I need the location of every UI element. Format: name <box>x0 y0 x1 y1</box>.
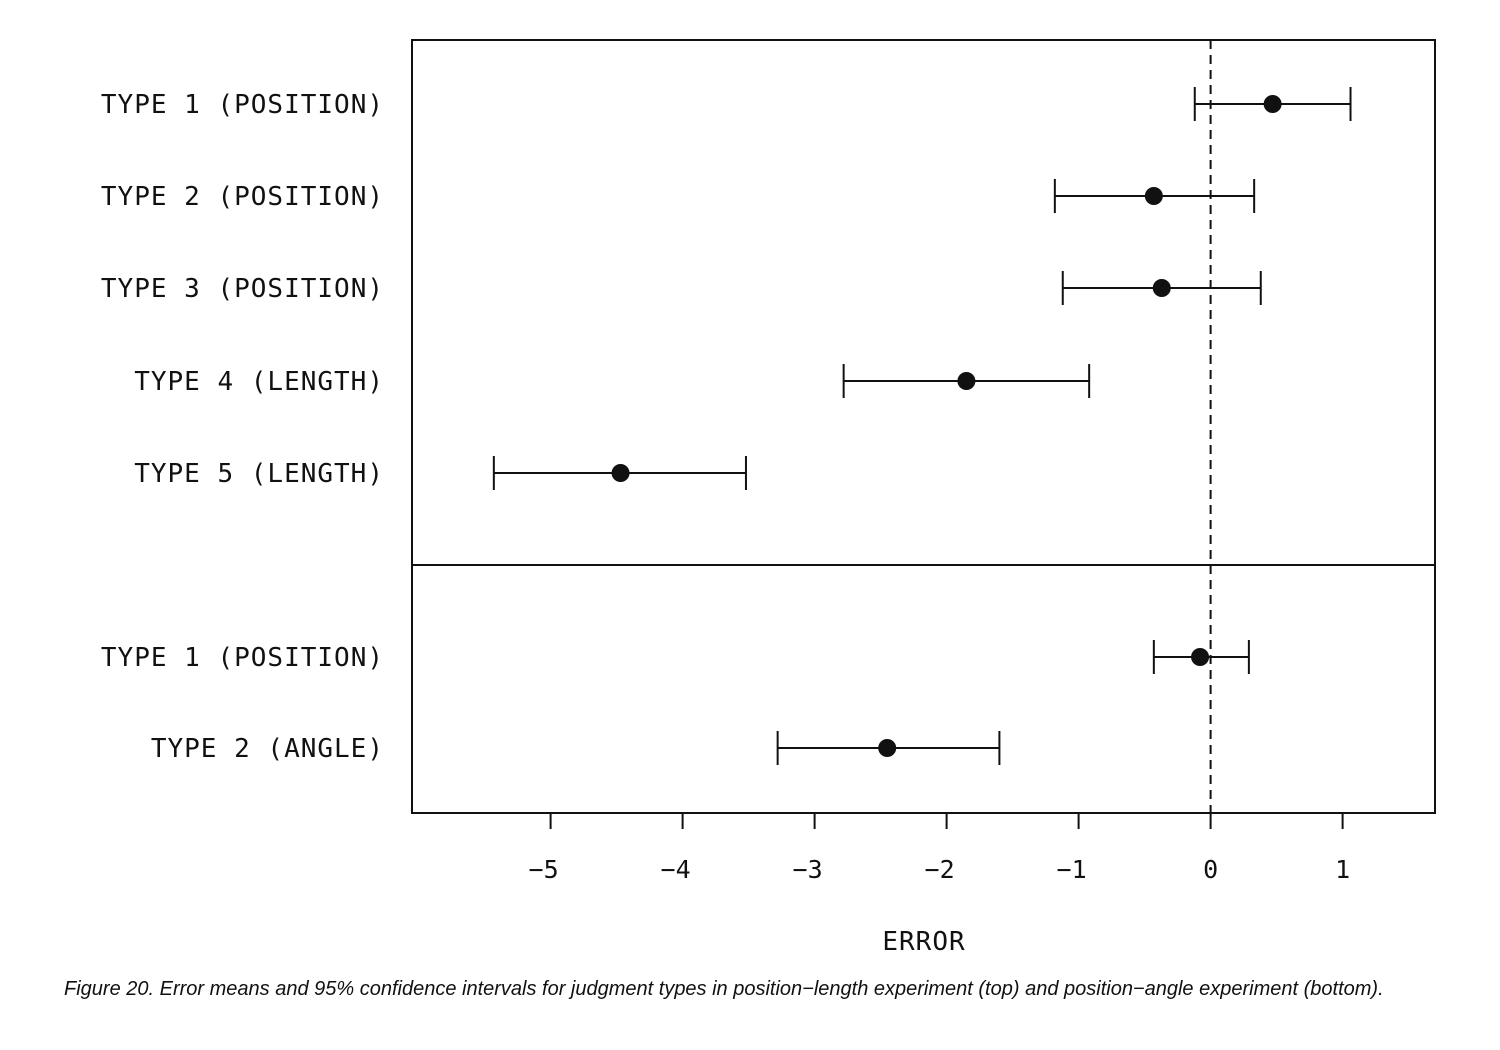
category-label: TYPE 2 (POSITION) <box>101 182 384 212</box>
ci-row-top-3 <box>1061 271 1262 305</box>
ci-row-top-2 <box>1053 179 1256 213</box>
category-label: TYPE 2 (ANGLE) <box>151 734 384 764</box>
ci-row-top-5 <box>492 456 747 490</box>
ci-row-bottom-1 <box>1152 640 1250 674</box>
x-tick-label: −4 <box>661 855 691 884</box>
ci-row-bottom-2 <box>776 731 1001 765</box>
mean-point <box>611 464 630 482</box>
ci-row-top-1 <box>1193 87 1352 121</box>
x-tick-label: −2 <box>925 855 955 884</box>
category-label: TYPE 3 (POSITION) <box>101 274 384 304</box>
category-label: TYPE 5 (LENGTH) <box>134 459 384 489</box>
x-tick-label: 0 <box>1203 855 1218 884</box>
mean-point <box>957 372 976 390</box>
x-tick-label: −1 <box>1057 855 1087 884</box>
x-tick-label: −5 <box>529 855 559 884</box>
x-tick-label: −3 <box>793 855 823 884</box>
category-label: TYPE 1 (POSITION) <box>101 643 384 673</box>
category-label: TYPE 4 (LENGTH) <box>134 367 384 397</box>
ci-row-top-4 <box>842 364 1091 398</box>
mean-point <box>1144 187 1163 205</box>
x-tick-label: 1 <box>1335 855 1350 884</box>
plot-frame <box>411 39 1436 814</box>
x-axis-title: ERROR <box>882 927 965 957</box>
mean-point <box>878 739 897 757</box>
mean-point <box>1191 648 1210 666</box>
figure-caption: Figure 20. Error means and 95% confidenc… <box>64 978 1384 1000</box>
mean-point <box>1263 95 1282 113</box>
category-label: TYPE 1 (POSITION) <box>101 90 384 120</box>
mean-point <box>1152 279 1171 297</box>
